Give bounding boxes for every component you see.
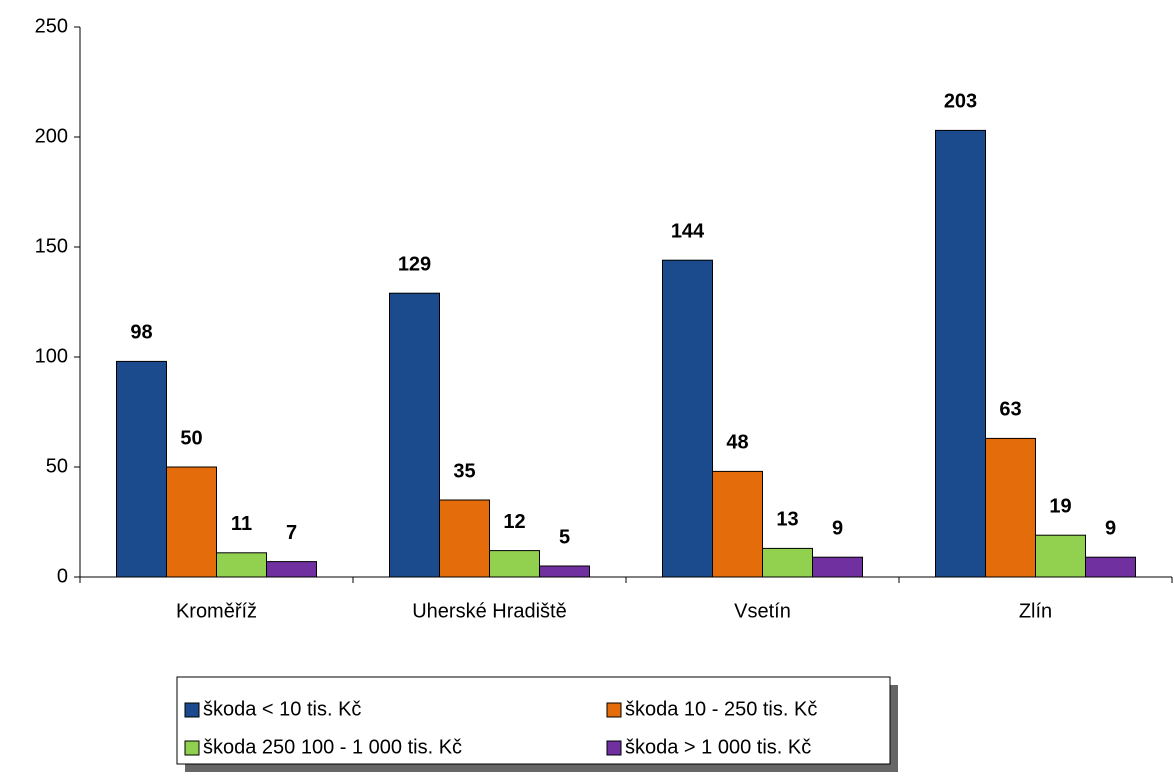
legend-swatch: [184, 740, 200, 756]
value-label: 144: [671, 220, 705, 242]
legend-label: škoda < 10 tis. Kč: [203, 698, 361, 720]
x-tick-label: Zlín: [1019, 600, 1052, 622]
value-label: 11: [231, 513, 252, 535]
y-tick-label: 0: [57, 565, 68, 587]
x-tick-label: Vsetín: [734, 600, 791, 622]
value-label: 129: [398, 253, 431, 275]
legend-swatch: [606, 702, 622, 718]
legend-label: škoda > 1 000 tis. Kč: [625, 736, 811, 758]
value-label: 12: [503, 511, 525, 533]
value-label: 5: [559, 526, 570, 548]
legend-swatch: [606, 740, 622, 756]
bar: [389, 292, 440, 578]
value-label: 48: [726, 432, 748, 454]
bar: [985, 437, 1036, 578]
bar: [762, 547, 813, 578]
x-tick-label: Uherské Hradiště: [412, 600, 567, 622]
value-label: 7: [286, 522, 297, 544]
value-label: 35: [453, 460, 475, 482]
legend-swatch: [184, 702, 200, 718]
value-label: 9: [832, 517, 843, 539]
y-tick-label: 100: [35, 345, 68, 367]
legend-box: [176, 676, 891, 765]
bar: [935, 129, 986, 578]
value-label: 13: [776, 509, 798, 531]
y-tick-label: 250: [35, 15, 68, 37]
bar: [1035, 534, 1086, 578]
bar: [166, 466, 217, 578]
bar: [539, 565, 590, 578]
x-tick-label: Kroměříž: [176, 600, 257, 622]
value-label: 19: [1049, 495, 1071, 517]
bar: [662, 259, 713, 578]
legend-label: škoda 10 - 250 tis. Kč: [625, 698, 817, 720]
value-label: 203: [944, 91, 977, 113]
bar: [116, 360, 167, 578]
value-label: 50: [180, 427, 202, 449]
bar: [812, 556, 863, 578]
y-tick-label: 200: [35, 125, 68, 147]
value-label: 9: [1105, 517, 1116, 539]
value-label: 63: [999, 399, 1021, 421]
value-label: 98: [130, 322, 152, 344]
bar: [216, 552, 267, 578]
bar: [489, 550, 540, 578]
bar: [712, 470, 763, 578]
bar: [439, 499, 490, 578]
bar: [266, 561, 317, 578]
y-tick-label: 50: [46, 455, 68, 477]
y-tick-label: 150: [35, 235, 68, 257]
legend-label: škoda 250 100 - 1 000 tis. Kč: [203, 736, 462, 758]
bar: [1085, 556, 1136, 578]
